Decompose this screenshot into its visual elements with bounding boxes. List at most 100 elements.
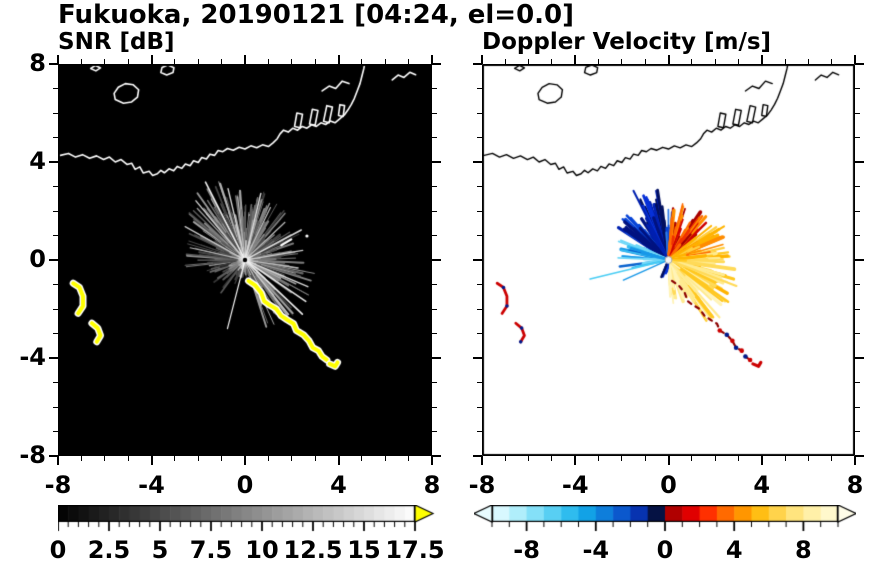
figure-title: Fukuoka, 20190121 [04:24, el=0.0] xyxy=(58,0,575,30)
axis-tick xyxy=(291,59,293,64)
axis-tick xyxy=(431,55,433,64)
axis-tick xyxy=(150,456,153,465)
axis-tick xyxy=(80,456,82,461)
axis-tick xyxy=(150,55,153,64)
axis-tick xyxy=(855,357,864,359)
axis-tick xyxy=(473,357,482,359)
axis-tick xyxy=(408,456,410,461)
y-tick-label: 4 xyxy=(29,147,46,175)
axis-tick xyxy=(432,333,437,334)
axis-tick xyxy=(53,186,58,187)
axis-tick xyxy=(432,308,437,310)
axis-tick xyxy=(221,456,223,461)
axis-tick xyxy=(53,333,58,334)
axis-tick xyxy=(53,210,58,212)
axis-tick xyxy=(267,59,269,64)
axis-tick xyxy=(314,59,316,64)
y-tick-label: -4 xyxy=(19,343,46,371)
axis-tick xyxy=(855,406,860,408)
axis-tick xyxy=(221,59,223,64)
axis-tick xyxy=(477,406,482,408)
axis-tick xyxy=(621,456,623,461)
velocity-panel-title: Doppler Velocity [m/s] xyxy=(482,29,772,55)
snr-colorbar-label: 5 xyxy=(151,536,169,564)
axis-tick xyxy=(855,431,860,432)
axis-tick xyxy=(432,455,441,457)
axis-tick xyxy=(855,112,860,114)
axis-tick xyxy=(127,59,129,64)
velocity-colorbar-label: -8 xyxy=(513,536,540,564)
axis-tick xyxy=(477,382,482,383)
axis-tick xyxy=(644,59,646,64)
axis-tick xyxy=(473,455,482,457)
axis-tick xyxy=(854,55,856,64)
axis-tick xyxy=(127,456,129,461)
axis-tick xyxy=(477,137,482,138)
axis-tick xyxy=(432,406,437,408)
axis-tick xyxy=(53,406,58,408)
axis-tick xyxy=(551,456,553,461)
axis-tick xyxy=(49,161,58,163)
axis-tick xyxy=(49,259,58,261)
velocity-colorbar-label: 8 xyxy=(795,536,812,564)
axis-tick xyxy=(528,456,530,461)
axis-tick xyxy=(174,456,176,461)
axis-tick xyxy=(807,456,809,461)
axis-tick xyxy=(598,59,600,64)
axis-tick xyxy=(291,456,293,461)
axis-tick xyxy=(473,63,482,65)
axis-tick xyxy=(197,456,199,461)
axis-tick xyxy=(431,456,433,465)
axis-tick xyxy=(855,308,860,310)
axis-tick xyxy=(53,235,58,236)
axis-tick xyxy=(197,59,199,64)
axis-tick xyxy=(855,137,860,138)
axis-tick xyxy=(80,59,82,64)
axis-tick xyxy=(598,456,600,461)
axis-tick xyxy=(53,382,58,383)
velocity-colorbar-label: 4 xyxy=(725,536,743,564)
x-tick-label: -8 xyxy=(468,471,496,499)
axis-tick xyxy=(267,456,269,461)
axis-tick xyxy=(477,431,482,432)
axis-tick xyxy=(807,59,809,64)
axis-tick xyxy=(432,259,441,261)
axis-tick xyxy=(432,88,437,89)
axis-tick xyxy=(314,456,316,461)
axis-tick xyxy=(57,55,59,64)
axis-tick xyxy=(408,59,410,64)
axis-tick xyxy=(737,59,739,64)
axis-tick xyxy=(432,357,441,359)
snr-panel-title: SNR [dB] xyxy=(58,29,175,55)
axis-tick xyxy=(477,284,482,285)
axis-tick xyxy=(831,456,833,461)
velocity-colorbar-label: 0 xyxy=(656,536,674,564)
snr-colorbar xyxy=(58,505,438,533)
axis-tick xyxy=(784,456,786,461)
axis-tick xyxy=(855,259,864,261)
axis-tick xyxy=(473,161,482,163)
axis-tick xyxy=(384,59,386,64)
axis-tick xyxy=(49,455,58,457)
snr-colorbar-label: 7.5 xyxy=(189,536,233,564)
axis-tick xyxy=(104,59,106,64)
axis-tick xyxy=(691,456,693,461)
axis-tick xyxy=(855,63,864,65)
snr-colorbar-label: 17.5 xyxy=(385,536,445,564)
axis-tick xyxy=(432,382,437,383)
axis-tick xyxy=(53,137,58,138)
axis-tick xyxy=(432,137,437,138)
axis-tick xyxy=(855,210,860,212)
axis-tick xyxy=(504,59,506,64)
x-tick-label: 8 xyxy=(423,471,441,499)
x-tick-label: 4 xyxy=(330,471,347,499)
axis-tick xyxy=(53,431,58,432)
axis-tick xyxy=(574,55,577,64)
x-tick-label: 4 xyxy=(753,471,771,499)
axis-tick xyxy=(432,186,437,187)
axis-tick xyxy=(477,308,482,310)
axis-tick xyxy=(504,456,506,461)
axis-tick xyxy=(855,186,860,187)
x-tick-label: -4 xyxy=(138,471,165,499)
